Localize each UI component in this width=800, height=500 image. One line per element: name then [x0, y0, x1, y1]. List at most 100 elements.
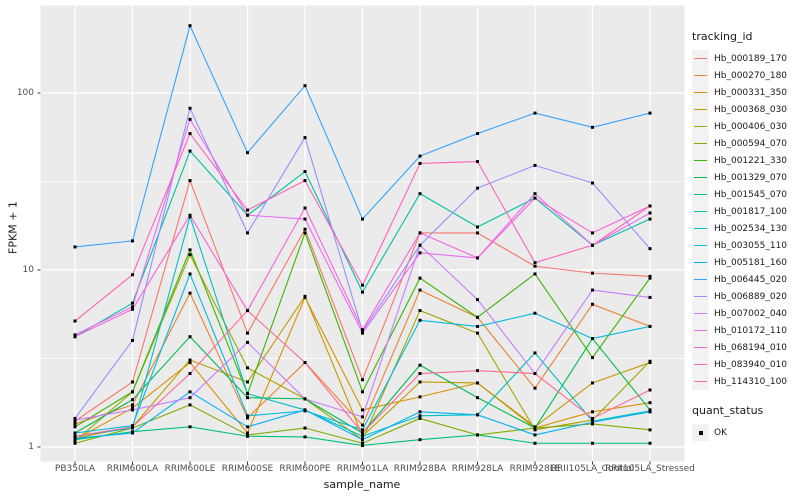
x-tick-label: RRIM600SE — [221, 464, 274, 474]
legend-item-label: Hb_006445_020 — [714, 274, 788, 285]
data-point — [418, 363, 422, 367]
data-point — [476, 369, 479, 373]
data-point — [188, 372, 192, 376]
legend-item-label: Hb_001817_100 — [714, 206, 788, 217]
legend-key — [692, 50, 709, 67]
data-point — [303, 294, 307, 298]
data-point — [648, 295, 652, 299]
data-point — [418, 438, 422, 442]
legend-key — [692, 424, 709, 441]
legend-key-line-icon — [694, 75, 707, 76]
legend-item-label: Hb_000270_180 — [714, 70, 788, 81]
data-point — [361, 390, 364, 394]
data-point — [533, 272, 537, 276]
legend-key-line-icon — [694, 194, 707, 195]
data-point — [418, 161, 422, 165]
data-point — [591, 181, 594, 185]
data-point — [188, 272, 192, 276]
legend-item: Hb_006445_020 — [692, 271, 787, 288]
data-point — [418, 276, 422, 280]
data-point — [418, 154, 422, 158]
legend-title-tracking-id: tracking_id — [692, 30, 753, 43]
legend-key-line-icon — [694, 245, 707, 246]
data-point — [188, 106, 192, 110]
legend-item-label: Hb_002534_130 — [714, 223, 788, 234]
data-point — [131, 273, 134, 277]
data-point — [131, 307, 134, 311]
data-point — [648, 211, 652, 215]
legend-key — [692, 220, 709, 237]
x-tick-label: PB350LA — [54, 464, 96, 474]
data-point — [533, 196, 537, 200]
data-point — [73, 431, 77, 435]
data-point — [533, 264, 537, 268]
legend-item: Hb_114310_100 — [692, 373, 787, 390]
legend-item-label: Hb_001221_330 — [714, 155, 788, 166]
data-point — [246, 208, 249, 212]
data-point — [188, 361, 192, 365]
data-point — [418, 416, 422, 420]
data-point — [648, 428, 652, 432]
legend-tracking-items: Hb_000189_170 Hb_000270_180 Hb_000331_350 H… — [692, 50, 787, 390]
legend-key-line-icon — [694, 58, 707, 59]
data-point — [476, 256, 479, 260]
data-point — [591, 271, 594, 275]
data-point — [131, 408, 134, 412]
data-point — [591, 337, 594, 341]
data-point — [188, 291, 192, 295]
legend-item: Hb_002534_130 — [692, 220, 787, 237]
legend-key-line-icon — [694, 330, 707, 331]
data-point — [476, 331, 479, 335]
data-point — [533, 441, 537, 445]
data-point — [648, 441, 652, 445]
legend-key-line-icon — [694, 228, 707, 229]
data-point — [303, 179, 307, 183]
data-point — [361, 428, 364, 432]
legend-key-line-icon — [694, 364, 707, 365]
y-tick-label: 10 — [22, 264, 34, 275]
data-point — [476, 381, 479, 385]
legend-item: Hb_000270_180 — [692, 67, 787, 84]
x-tick-label: RRIM928LA — [451, 464, 504, 474]
data-point — [361, 331, 364, 335]
data-point — [246, 431, 249, 435]
data-point — [361, 283, 364, 287]
data-point — [533, 192, 537, 196]
data-point — [131, 239, 134, 243]
legend-key — [692, 237, 709, 254]
legend-key-line-icon — [694, 262, 707, 263]
legend-key — [692, 356, 709, 373]
data-point — [246, 309, 249, 313]
data-point — [591, 410, 594, 414]
data-point — [303, 397, 307, 401]
legend-item: Hb_001817_100 — [692, 203, 787, 220]
legend-key — [692, 135, 709, 152]
legend-item-label: Hb_000368_030 — [714, 104, 788, 115]
data-point — [246, 416, 249, 420]
legend-key — [692, 373, 709, 390]
data-point — [361, 441, 364, 445]
data-point — [361, 217, 364, 221]
data-point — [476, 231, 479, 235]
x-tick-label: RRIM901LA — [336, 464, 389, 474]
legend-key — [692, 67, 709, 84]
legend-item: Hb_003055_110 — [692, 237, 787, 254]
legend-item-label: Hb_010172_110 — [714, 325, 788, 336]
legend-key-line-icon — [694, 92, 707, 93]
data-point — [303, 136, 307, 140]
data-point — [131, 390, 134, 394]
legend-key — [692, 305, 709, 322]
data-point — [591, 288, 594, 292]
data-point — [533, 351, 537, 355]
legend-item: Hb_001221_330 — [692, 152, 787, 169]
data-point — [361, 423, 364, 427]
data-point — [303, 435, 307, 439]
data-point — [188, 358, 192, 362]
data-point — [648, 204, 652, 208]
legend-key — [692, 101, 709, 118]
legend-key-square-icon — [698, 430, 703, 435]
data-point — [648, 247, 652, 251]
data-point — [533, 372, 537, 376]
